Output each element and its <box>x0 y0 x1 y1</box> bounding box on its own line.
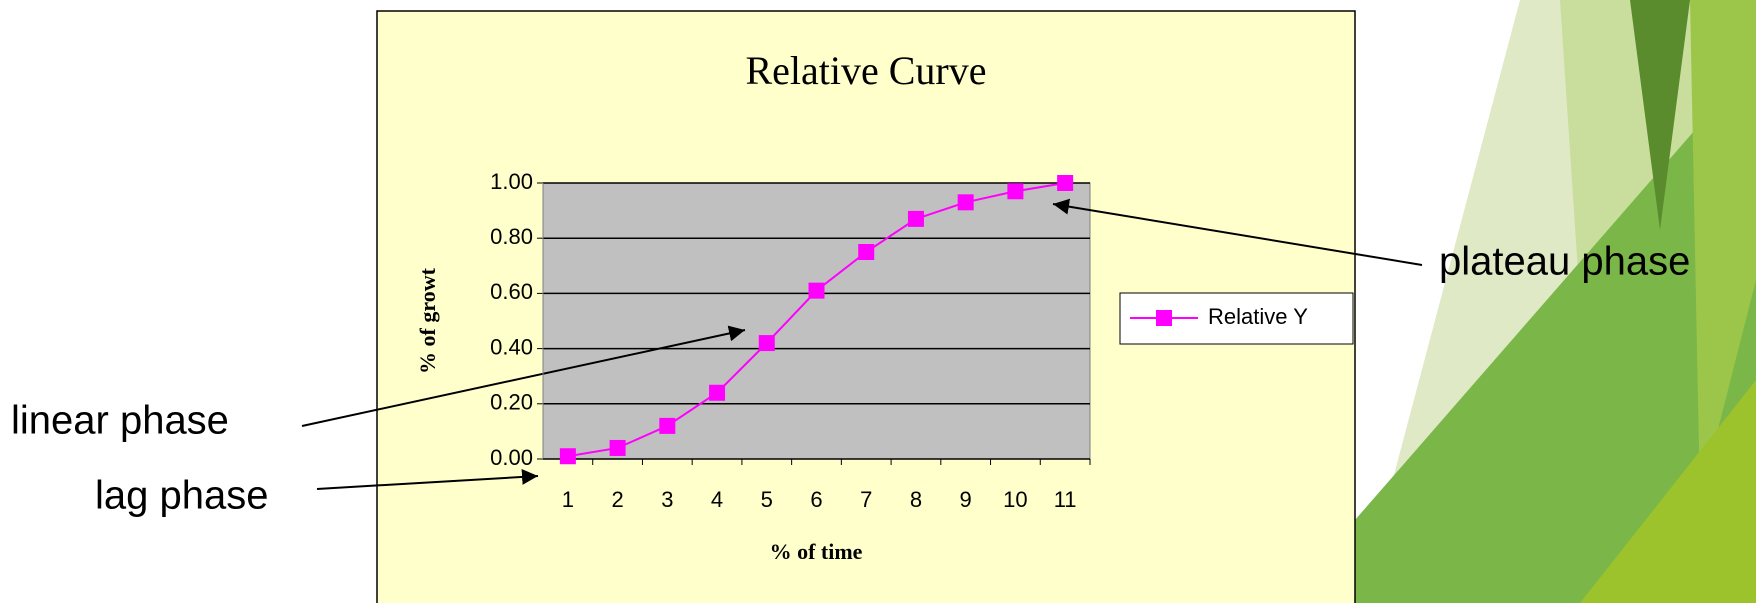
y-tick-label: 0.20 <box>490 390 533 415</box>
y-axis-label: % of growt <box>415 267 440 374</box>
marker <box>908 211 924 227</box>
marker <box>659 418 675 434</box>
chart-title: Relative Curve <box>745 48 986 93</box>
slide: Relative Curve % of time % of growt plat… <box>0 0 1756 603</box>
y-tick-label: 0.80 <box>490 224 533 249</box>
x-tick-label: 4 <box>711 487 723 512</box>
marker <box>610 440 626 456</box>
x-tick-label: 10 <box>1003 487 1027 512</box>
x-tick-label: 6 <box>810 487 822 512</box>
x-tick-label: 2 <box>611 487 623 512</box>
page: Relative Curve % of time % of growt plat… <box>0 0 1756 603</box>
marker <box>560 448 576 464</box>
marker <box>709 385 725 401</box>
marker <box>1057 175 1073 191</box>
marker <box>759 335 775 351</box>
legend-marker <box>1156 310 1172 326</box>
plot-area <box>543 183 1090 459</box>
x-axis-label: % of time <box>770 539 863 564</box>
x-tick-label: 8 <box>910 487 922 512</box>
y-tick-label: 0.00 <box>490 445 533 470</box>
marker <box>1007 183 1023 199</box>
decoration <box>1355 0 1756 603</box>
annotation: linear phase <box>11 399 229 443</box>
marker <box>809 283 825 299</box>
marker <box>958 194 974 210</box>
x-tick-label: 1 <box>562 487 574 512</box>
y-tick-label: 0.40 <box>490 334 533 359</box>
x-tick-label: 9 <box>960 487 972 512</box>
x-tick-label: 7 <box>860 487 872 512</box>
legend-label: Relative Y <box>1208 304 1308 329</box>
marker <box>858 244 874 260</box>
annotation: lag phase <box>95 474 268 518</box>
x-tick-label: 5 <box>761 487 773 512</box>
y-tick-label: 0.60 <box>490 279 533 304</box>
annotation: plateau phase <box>1439 240 1690 284</box>
y-tick-label: 1.00 <box>490 169 533 194</box>
x-tick-label: 3 <box>661 487 673 512</box>
x-tick-label: 11 <box>1054 487 1077 512</box>
